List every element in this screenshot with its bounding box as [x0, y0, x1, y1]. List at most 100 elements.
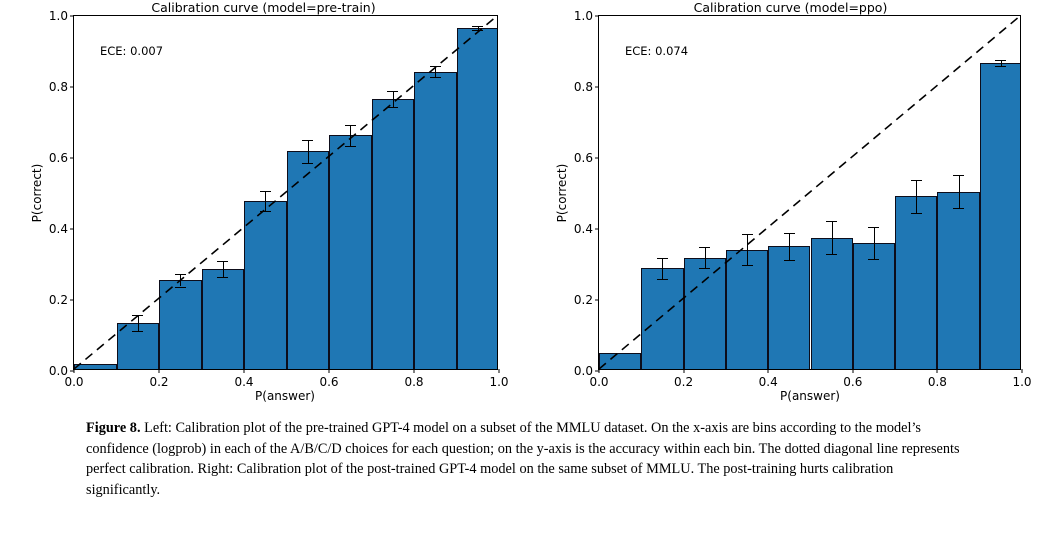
error-bar-cap [910, 213, 922, 215]
bar [979, 62, 1020, 369]
error-bar [789, 232, 791, 261]
error-bar [1000, 60, 1002, 66]
error-bar [831, 221, 833, 254]
error-bar-cap [259, 211, 271, 213]
y-tick-mark [595, 157, 599, 159]
bar [768, 246, 811, 369]
error-bar [435, 66, 437, 78]
error-bar-cap [953, 208, 965, 210]
bar [725, 249, 769, 369]
ece-annotation-left: ECE: 0.007 [100, 44, 164, 58]
error-bar-cap [826, 221, 838, 223]
x-tick-label: 0.2 [149, 375, 169, 389]
error-bar-cap [472, 30, 484, 32]
error-bar-cap [174, 273, 186, 275]
y-tick-label: 0.6 [573, 151, 593, 165]
error-bar-cap [783, 232, 795, 234]
y-tick-mark [70, 299, 74, 301]
error-bar [137, 314, 139, 331]
error-bar [222, 260, 224, 277]
x-axis-title-left: P(answer) [255, 389, 315, 403]
x-tick-label: 1.0 [1012, 375, 1032, 389]
error-bar-cap [174, 286, 186, 288]
plot-area-left: ECE: 0.007 0.0 0.2 0.4 0.6 0.8 1.0 0.0 0.2 0.4 0.… [49, 9, 509, 389]
error-bar [350, 124, 352, 146]
plot-area-right: ECE: 0.074 0.0 0.2 0.4 0.6 0.8 1.0 0.0 0.2 0.4 0.… [574, 9, 1032, 389]
y-tick-label: 0.2 [48, 293, 68, 307]
bar [371, 99, 414, 369]
y-tick-mark [70, 86, 74, 88]
error-bar [265, 190, 267, 212]
y-tick-mark [595, 228, 599, 230]
bar [74, 363, 117, 369]
error-bar [662, 258, 664, 279]
error-bar-cap [783, 260, 795, 262]
figure-caption: Figure 8. Left: Calibration plot of the … [86, 418, 970, 500]
error-bar-cap [741, 234, 753, 236]
bar [159, 280, 202, 369]
error-bar [477, 25, 479, 31]
error-bar-cap [953, 175, 965, 177]
y-tick-mark [595, 15, 599, 17]
bar [244, 200, 287, 369]
figure-8: Calibration curve (model=pre-train) ECE:… [0, 0, 1054, 410]
x-tick-label: 0.8 [404, 375, 424, 389]
error-bar-cap [995, 65, 1007, 67]
error-bar-cap [302, 162, 314, 164]
bar [641, 268, 684, 369]
x-tick-mark [936, 369, 938, 373]
error-bar-cap [259, 190, 271, 192]
y-tick-label: 0.8 [573, 80, 593, 94]
figure-caption-text: Left: Calibration plot of the pre-traine… [86, 420, 960, 498]
x-tick-mark [852, 369, 854, 373]
y-tick-mark [595, 299, 599, 301]
y-tick-label: 0.6 [48, 151, 68, 165]
bar [329, 135, 372, 369]
error-bar-cap [868, 227, 880, 229]
x-tick-mark [413, 369, 415, 373]
error-bar-cap [656, 278, 668, 280]
y-axis-title-left: P(correct) [30, 163, 44, 223]
chart-title-right: Calibration curve (model=ppo) [693, 0, 888, 15]
bar [414, 71, 457, 369]
chart-panel-pre-train: Calibration curve (model=pre-train) ECE:… [0, 0, 527, 410]
x-tick-mark [1021, 369, 1023, 373]
error-bar [916, 179, 918, 213]
y-tick-mark [70, 228, 74, 230]
y-tick-label: 1.0 [48, 9, 68, 23]
x-tick-label: 0.6 [319, 375, 339, 389]
error-bar-cap [132, 314, 144, 316]
x-tick-mark [767, 369, 769, 373]
figure-caption-label: Figure 8. [86, 420, 141, 436]
error-bar-cap [699, 247, 711, 249]
error-bar-cap [699, 268, 711, 270]
x-tick-label: 0.2 [674, 375, 694, 389]
bar [810, 237, 853, 369]
ece-annotation-right: ECE: 0.074 [625, 44, 689, 58]
chart-panel-ppo: Calibration curve (model=ppo) ECE: 0.074… [527, 0, 1054, 410]
x-tick-mark [243, 369, 245, 373]
bar [286, 151, 329, 369]
x-tick-mark [498, 369, 500, 373]
error-bar-cap [656, 258, 668, 260]
bar [895, 196, 938, 369]
error-bar [392, 91, 394, 107]
x-tick-label: 0.4 [234, 375, 254, 389]
error-bar-cap [387, 91, 399, 93]
error-bar [873, 227, 875, 260]
error-bar-cap [910, 179, 922, 181]
error-bar [307, 139, 309, 163]
bar [937, 191, 980, 369]
error-bar-cap [826, 253, 838, 255]
error-bar-cap [472, 25, 484, 27]
x-tick-mark [73, 369, 75, 373]
error-bar-cap [302, 139, 314, 141]
y-tick-mark [70, 370, 74, 372]
bar [456, 28, 497, 369]
x-tick-mark [683, 369, 685, 373]
y-tick-label: 0.0 [573, 364, 593, 378]
error-bar-cap [741, 264, 753, 266]
error-bar [958, 175, 960, 209]
y-tick-label: 1.0 [573, 9, 593, 23]
y-tick-mark [595, 86, 599, 88]
